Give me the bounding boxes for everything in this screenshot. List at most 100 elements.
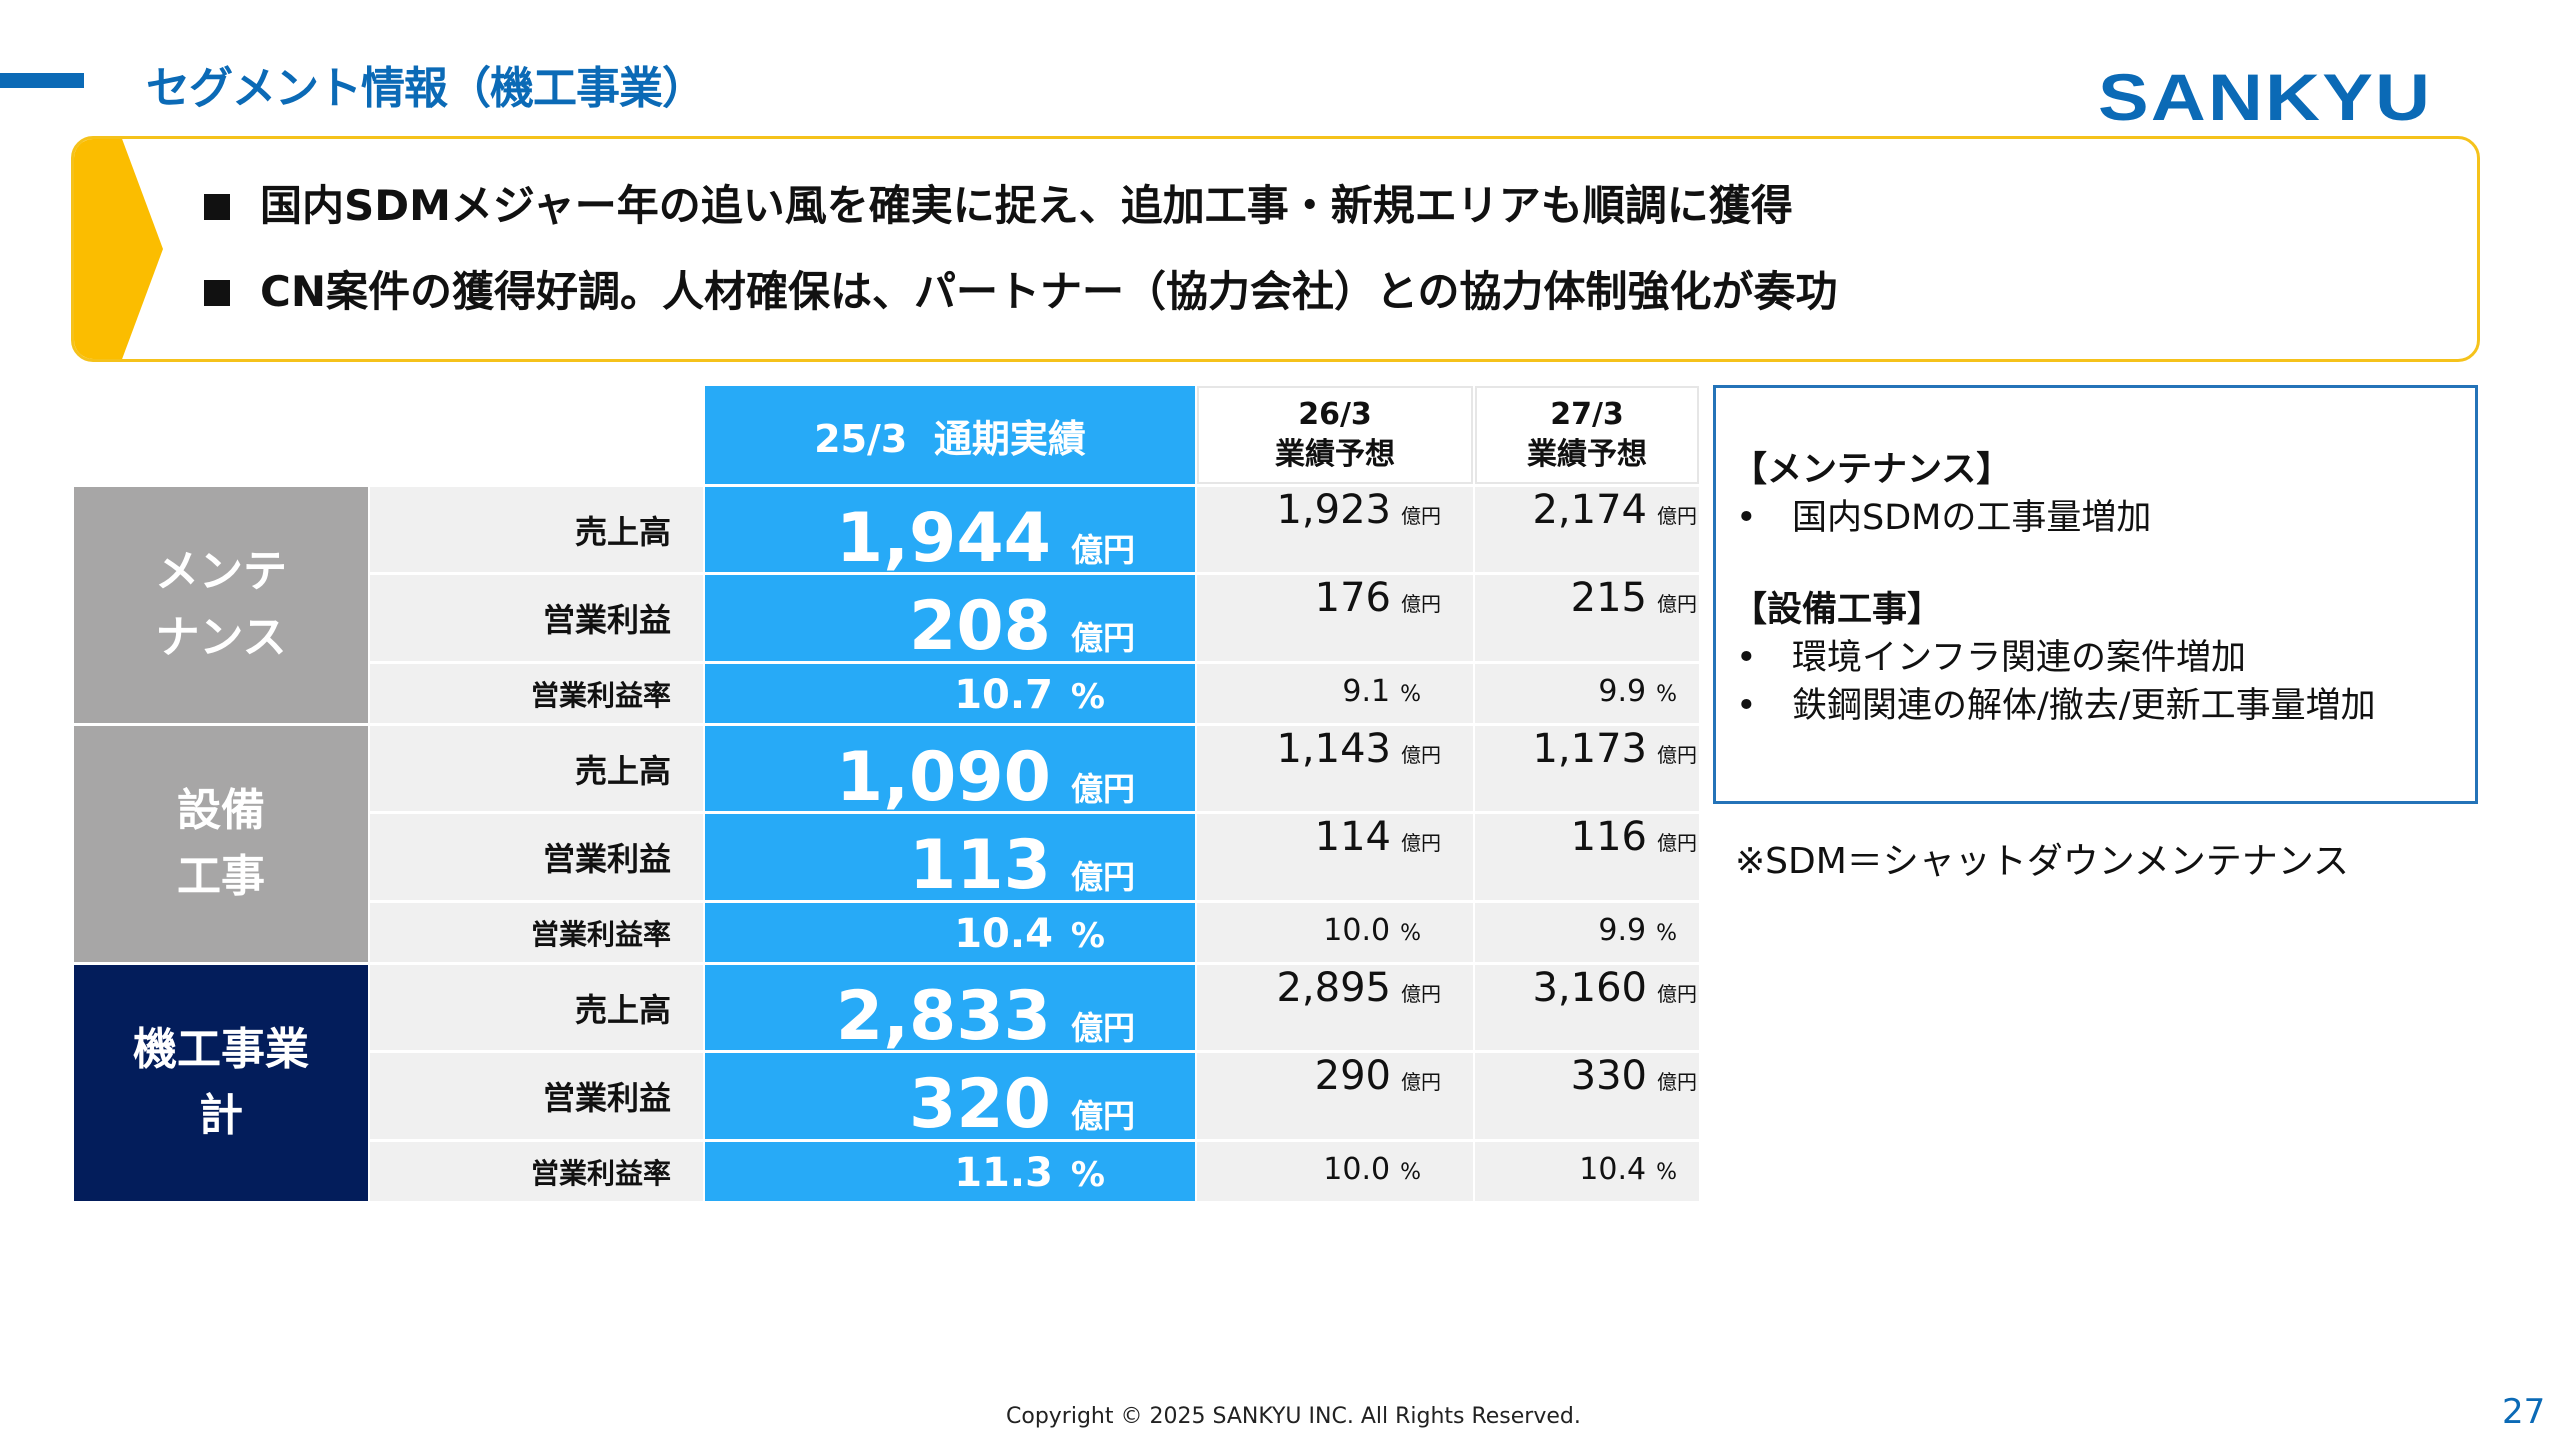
fy27-sales: 2,174 億円 — [1475, 487, 1699, 572]
group-name-line1: メンテ — [155, 546, 287, 597]
unit: 億円 — [1401, 831, 1441, 855]
unit: 億円 — [1657, 982, 1697, 1006]
unit: 億円 — [1070, 619, 1135, 657]
actual-operating-profit: 113 億円 — [705, 814, 1195, 905]
fy27-operating-profit: 215 億円 — [1475, 575, 1699, 661]
row-label-operating-margin: 営業利益率 — [370, 903, 703, 962]
notes-item-text: 環境インフラ関連の案件増加 — [1792, 638, 2246, 678]
bullet-icon: • — [1736, 638, 1757, 678]
notes-item: • 国内SDMの工事量増加 — [1732, 494, 2475, 542]
row-label-operating-margin: 営業利益率 — [370, 1142, 703, 1201]
unit: % — [1656, 682, 1677, 707]
unit: 億円 — [1657, 592, 1697, 616]
summary-item: CN案件の獲得好調。人材確保は、パートナー（協力会社）との協力体制強化が奏功 — [204, 263, 1838, 349]
column-header-fy27-label: 業績予想 — [1527, 437, 1647, 472]
unit: 億円 — [1070, 770, 1135, 808]
notes-item: • 環境インフラ関連の案件増加 — [1732, 634, 2475, 682]
fy26-operating-profit: 176 億円 — [1197, 575, 1473, 661]
unit: % — [1070, 677, 1105, 717]
notes-heading-facility: 【設備工事】 — [1732, 590, 1943, 630]
unit: 億円 — [1070, 1097, 1135, 1135]
fy27-value: 330 — [1570, 1053, 1647, 1099]
actual-value: 1,944 — [835, 499, 1051, 578]
fy26-value: 1,143 — [1276, 726, 1391, 772]
fy27-value: 2,174 — [1532, 487, 1647, 533]
actual-operating-margin: 11.3% — [705, 1142, 1195, 1201]
column-header-actual-label: 25/3 通期実績 — [814, 416, 1086, 461]
group-facility-construction: 設備 工事 — [74, 726, 368, 962]
sdm-footnote: ※SDM＝シャットダウンメンテナンス — [1735, 841, 2349, 882]
fy27-value: 10.4 — [1579, 1152, 1647, 1187]
unit: 億円 — [1070, 858, 1135, 896]
column-header-fy27-year: 27/3 — [1550, 397, 1624, 432]
group-maintenance: メンテ ナンス — [74, 487, 368, 723]
actual-value: 113 — [909, 826, 1051, 905]
fy27-operating-margin: 9.9% — [1475, 903, 1699, 962]
fy27-operating-profit: 116 億円 — [1475, 814, 1699, 900]
fy26-sales: 1,923 億円 — [1197, 487, 1473, 572]
column-header-fy26: 26/3 業績予想 — [1197, 386, 1473, 484]
unit: 億円 — [1401, 504, 1441, 528]
page-number: 27 — [2502, 1392, 2546, 1432]
actual-value: 320 — [909, 1065, 1051, 1144]
notes-item-text: 国内SDMの工事量増加 — [1792, 498, 2152, 538]
fy27-value: 3,160 — [1532, 965, 1647, 1011]
column-header-fy27: 27/3 業績予想 — [1475, 386, 1699, 484]
fy26-value: 9.1 — [1342, 674, 1391, 709]
row-label-sales: 売上高 — [370, 726, 703, 811]
unit: % — [1400, 682, 1421, 707]
group-name-line2: ナンス — [155, 612, 287, 663]
unit: 億円 — [1070, 1009, 1135, 1047]
actual-operating-profit: 208 億円 — [705, 575, 1195, 666]
fy26-value: 10.0 — [1323, 913, 1391, 948]
fy26-value: 2,895 — [1276, 965, 1391, 1011]
fy27-value: 9.9 — [1598, 913, 1647, 948]
copyright: Copyright © 2025 SANKYU INC. All Rights … — [1006, 1404, 1581, 1429]
actual-operating-profit: 320 億円 — [705, 1053, 1195, 1144]
actual-operating-margin: 10.4% — [705, 903, 1195, 962]
unit: 億円 — [1401, 592, 1441, 616]
unit: % — [1656, 1160, 1677, 1185]
unit: 億円 — [1401, 743, 1441, 767]
notes-list-maintenance: • 国内SDMの工事量増加 — [1732, 494, 2475, 542]
fy26-sales: 1,143 億円 — [1197, 726, 1473, 811]
unit: % — [1400, 921, 1421, 946]
fy27-value: 1,173 — [1532, 726, 1647, 772]
page-title: セグメント情報（機工事業） — [146, 63, 706, 114]
bullet-icon: • — [1736, 686, 1757, 726]
square-bullet-icon — [204, 194, 230, 220]
actual-value: 2,833 — [835, 977, 1051, 1056]
unit: % — [1400, 1160, 1421, 1185]
fy27-operating-profit: 330 億円 — [1475, 1053, 1699, 1139]
square-bullet-icon — [204, 280, 230, 306]
actual-value: 10.7 — [954, 672, 1053, 718]
summary-box: 国内SDMメジャー年の追い風を確実に捉え、追加工事・新規エリアも順調に獲得 CN… — [71, 136, 2480, 362]
notes-list-facility: • 環境インフラ関連の案件増加 • 鉄鋼関連の解体/撤去/更新工事量増加 — [1732, 634, 2475, 730]
fy26-value: 290 — [1314, 1053, 1391, 1099]
row-label-operating-margin: 営業利益率 — [370, 664, 703, 723]
sankyu-logo: SANKYU — [2098, 60, 2433, 134]
fy27-value: 215 — [1570, 575, 1647, 621]
fy26-value: 1,923 — [1276, 487, 1391, 533]
fy26-operating-margin: 9.1% — [1197, 664, 1473, 723]
fy26-value: 114 — [1314, 814, 1391, 860]
column-header-fy26-label: 業績予想 — [1275, 437, 1395, 472]
fy26-operating-profit: 114 億円 — [1197, 814, 1473, 900]
actual-sales: 2,833 億円 — [705, 965, 1195, 1056]
fy26-operating-margin: 10.0% — [1197, 1142, 1473, 1201]
summary-text: 国内SDMメジャー年の追い風を確実に捉え、追加工事・新規エリアも順調に獲得 — [260, 181, 1793, 230]
row-label-operating-profit: 営業利益 — [370, 575, 703, 661]
actual-sales: 1,090 億円 — [705, 726, 1195, 817]
fy27-operating-margin: 10.4% — [1475, 1142, 1699, 1201]
summary-list: 国内SDMメジャー年の追い風を確実に捉え、追加工事・新規エリアも順調に獲得 CN… — [204, 177, 1838, 349]
unit: 億円 — [1401, 982, 1441, 1006]
unit: 億円 — [1657, 504, 1697, 528]
fy26-value: 10.0 — [1323, 1152, 1391, 1187]
unit: 億円 — [1657, 1070, 1697, 1094]
bullet-icon: • — [1736, 498, 1757, 538]
unit: 億円 — [1070, 531, 1135, 569]
chevron-arrow-icon — [74, 139, 163, 359]
notes-item-text: 鉄鋼関連の解体/撤去/更新工事量増加 — [1792, 686, 2376, 726]
fy26-sales: 2,895 億円 — [1197, 965, 1473, 1050]
actual-sales: 1,944 億円 — [705, 487, 1195, 578]
